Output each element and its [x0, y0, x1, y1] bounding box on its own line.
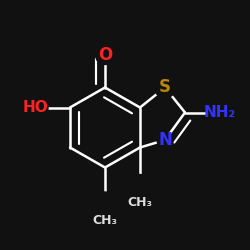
Circle shape — [130, 174, 150, 196]
Text: O: O — [98, 46, 112, 64]
Text: CH₃: CH₃ — [92, 214, 118, 226]
Circle shape — [22, 94, 48, 120]
Text: NH₂: NH₂ — [204, 105, 236, 120]
Text: CH₃: CH₃ — [128, 196, 152, 209]
Circle shape — [96, 46, 114, 64]
Circle shape — [94, 192, 116, 213]
Circle shape — [154, 77, 176, 98]
Circle shape — [157, 132, 173, 148]
Text: S: S — [159, 78, 171, 96]
Text: HO: HO — [22, 100, 48, 115]
Text: N: N — [158, 131, 172, 149]
Circle shape — [207, 100, 233, 126]
